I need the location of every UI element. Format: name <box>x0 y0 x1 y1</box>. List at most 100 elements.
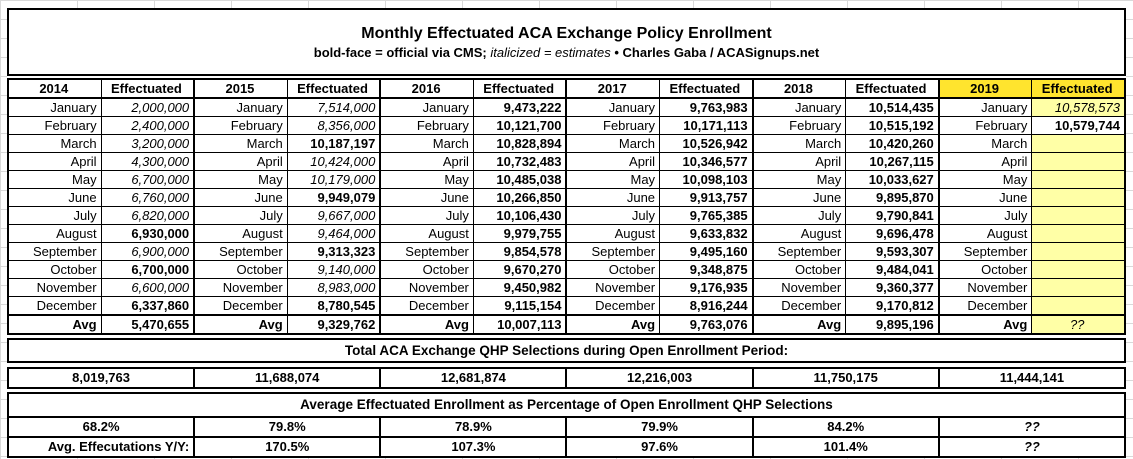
month-value-cell[interactable]: 6,820,000 <box>100 206 195 225</box>
month-value-cell[interactable]: 6,600,000 <box>100 278 195 297</box>
yoy-cell-2016[interactable]: 107.3% <box>379 436 568 458</box>
month-name-cell[interactable]: May <box>193 170 288 189</box>
month-name-cell[interactable]: June <box>751 188 847 207</box>
month-value-cell[interactable]: 9,979,755 <box>472 224 567 243</box>
month-name-cell[interactable]: October <box>565 260 661 279</box>
month-name-cell[interactable]: March <box>379 134 474 153</box>
avg-value-cell[interactable]: 5,470,655 <box>100 314 195 335</box>
month-name-cell[interactable]: July <box>379 206 474 225</box>
month-value-cell[interactable] <box>1031 296 1126 316</box>
yoy-cell-2018[interactable]: 101.4% <box>751 436 940 458</box>
month-value-cell[interactable] <box>1031 134 1126 153</box>
month-name-cell[interactable]: October <box>751 260 847 279</box>
qhp-total-cell-2017[interactable]: 12,216,003 <box>565 367 754 389</box>
month-name-cell[interactable]: January <box>751 97 847 117</box>
month-name-cell[interactable]: September <box>937 242 1033 261</box>
yoy-cell-2017[interactable]: 97.6% <box>565 436 754 458</box>
month-value-cell[interactable]: 8,983,000 <box>286 278 381 297</box>
month-value-cell[interactable]: 6,700,000 <box>100 170 195 189</box>
month-name-cell[interactable]: July <box>937 206 1033 225</box>
avg-value-cell[interactable]: 10,007,113 <box>472 314 567 335</box>
month-name-cell[interactable]: August <box>379 224 474 243</box>
month-value-cell[interactable]: 10,266,850 <box>472 188 567 207</box>
month-value-cell[interactable]: 10,732,483 <box>472 152 567 171</box>
month-name-cell[interactable]: September <box>193 242 288 261</box>
month-value-cell[interactable]: 10,579,744 <box>1031 116 1126 135</box>
month-name-cell[interactable]: November <box>379 278 474 297</box>
avg-label-cell[interactable]: Avg <box>565 314 661 335</box>
month-name-cell[interactable]: January <box>193 97 288 117</box>
month-name-cell[interactable]: September <box>565 242 661 261</box>
month-value-cell[interactable]: 9,790,841 <box>845 206 940 225</box>
month-name-cell[interactable]: August <box>937 224 1033 243</box>
effectuated-header-cell[interactable]: Effectuated <box>659 78 754 99</box>
year-header-cell[interactable]: 2014 <box>6 78 102 99</box>
avg-label-cell[interactable]: Avg <box>379 314 474 335</box>
month-value-cell[interactable]: 9,913,757 <box>659 188 754 207</box>
yoy-label[interactable]: Avg. Effecutations Y/Y: <box>6 436 196 458</box>
month-name-cell[interactable]: February <box>937 116 1033 135</box>
qhp-total-cell-2016[interactable]: 12,681,874 <box>379 367 568 389</box>
month-value-cell[interactable]: 9,464,000 <box>286 224 381 243</box>
month-name-cell[interactable]: February <box>6 116 102 135</box>
month-value-cell[interactable]: 7,514,000 <box>286 97 381 117</box>
year-header-cell[interactable]: 2016 <box>379 78 474 99</box>
month-value-cell[interactable]: 9,895,870 <box>845 188 940 207</box>
month-name-cell[interactable]: July <box>751 206 847 225</box>
month-name-cell[interactable]: September <box>379 242 474 261</box>
pct-cell-2014[interactable]: 68.2% <box>6 416 196 438</box>
month-name-cell[interactable]: May <box>751 170 847 189</box>
month-value-cell[interactable] <box>1031 188 1126 207</box>
month-name-cell[interactable]: January <box>565 97 661 117</box>
qhp-total-cell-2019[interactable]: 11,444,141 <box>937 367 1127 389</box>
year-header-cell[interactable]: 2019 <box>937 78 1033 99</box>
month-name-cell[interactable]: February <box>193 116 288 135</box>
effectuated-header-cell[interactable]: Effectuated <box>472 78 567 99</box>
month-value-cell[interactable]: 10,121,700 <box>472 116 567 135</box>
month-name-cell[interactable]: February <box>565 116 661 135</box>
month-name-cell[interactable]: July <box>193 206 288 225</box>
month-name-cell[interactable]: November <box>6 278 102 297</box>
month-value-cell[interactable]: 10,098,103 <box>659 170 754 189</box>
avg-label-cell[interactable]: Avg <box>751 314 847 335</box>
avg-value-cell[interactable]: 9,329,762 <box>286 314 381 335</box>
month-value-cell[interactable]: 10,515,192 <box>845 116 940 135</box>
month-name-cell[interactable]: June <box>6 188 102 207</box>
avg-label-cell[interactable]: Avg <box>937 314 1033 335</box>
month-value-cell[interactable]: 9,670,270 <box>472 260 567 279</box>
month-name-cell[interactable]: May <box>379 170 474 189</box>
month-value-cell[interactable] <box>1031 224 1126 243</box>
month-value-cell[interactable]: 10,106,430 <box>472 206 567 225</box>
month-value-cell[interactable]: 9,313,323 <box>286 242 381 261</box>
month-value-cell[interactable]: 9,696,478 <box>845 224 940 243</box>
month-name-cell[interactable]: August <box>193 224 288 243</box>
month-value-cell[interactable]: 9,170,812 <box>845 296 940 316</box>
month-name-cell[interactable]: June <box>937 188 1033 207</box>
month-name-cell[interactable]: July <box>565 206 661 225</box>
month-value-cell[interactable]: 10,179,000 <box>286 170 381 189</box>
month-value-cell[interactable]: 10,828,894 <box>472 134 567 153</box>
month-value-cell[interactable] <box>1031 206 1126 225</box>
month-name-cell[interactable]: December <box>6 296 102 316</box>
year-header-cell[interactable]: 2015 <box>193 78 288 99</box>
month-value-cell[interactable]: 9,473,222 <box>472 97 567 117</box>
year-header-cell[interactable]: 2018 <box>751 78 847 99</box>
month-value-cell[interactable] <box>1031 170 1126 189</box>
month-value-cell[interactable]: 2,000,000 <box>100 97 195 117</box>
pct-cell-2015[interactable]: 79.8% <box>193 416 382 438</box>
month-name-cell[interactable]: March <box>193 134 288 153</box>
month-value-cell[interactable]: 6,700,000 <box>100 260 195 279</box>
month-value-cell[interactable]: 6,900,000 <box>100 242 195 261</box>
month-name-cell[interactable]: May <box>565 170 661 189</box>
month-name-cell[interactable]: June <box>379 188 474 207</box>
month-value-cell[interactable]: 10,485,038 <box>472 170 567 189</box>
avg-value-cell[interactable]: ?? <box>1031 314 1126 335</box>
month-name-cell[interactable]: October <box>937 260 1033 279</box>
month-name-cell[interactable]: January <box>937 97 1033 117</box>
month-name-cell[interactable]: November <box>565 278 661 297</box>
month-value-cell[interactable] <box>1031 278 1126 297</box>
avg-value-cell[interactable]: 9,763,076 <box>659 314 754 335</box>
avg-label-cell[interactable]: Avg <box>6 314 102 335</box>
month-value-cell[interactable]: 9,667,000 <box>286 206 381 225</box>
month-value-cell[interactable]: 9,348,875 <box>659 260 754 279</box>
